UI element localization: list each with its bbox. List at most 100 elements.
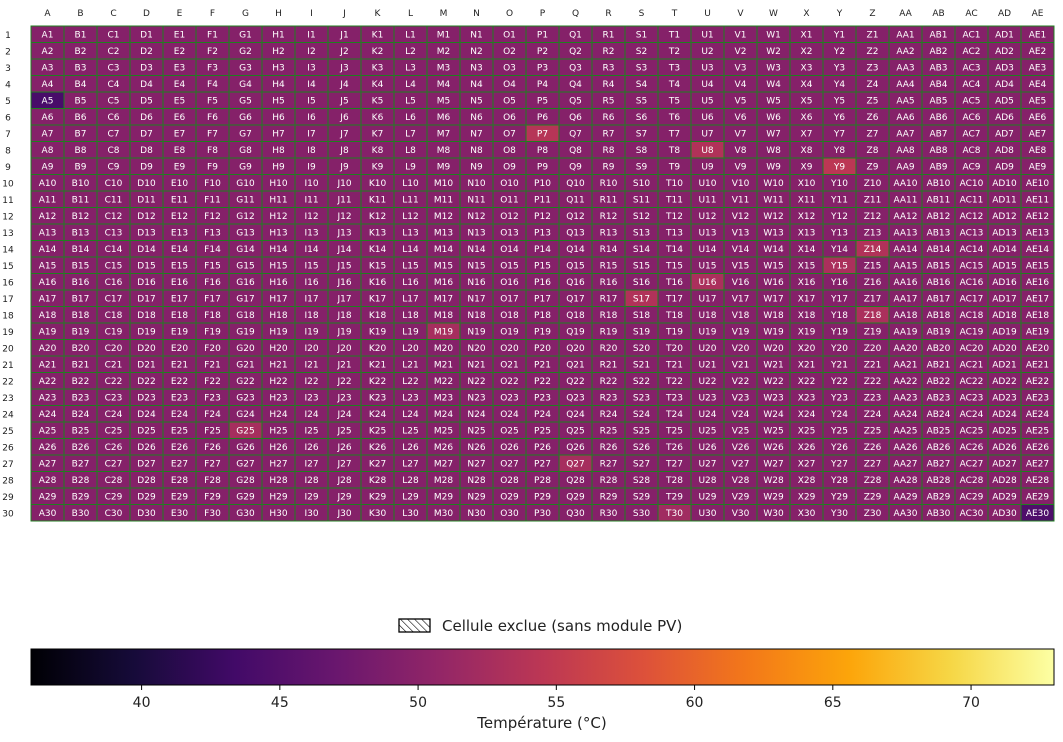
cell-label: O11 xyxy=(500,196,519,206)
cell-label: W23 xyxy=(763,394,783,404)
cell-label: AA25 xyxy=(893,427,917,437)
cell-label: E20 xyxy=(171,344,188,354)
cell-label: D14 xyxy=(137,245,156,255)
cell-label: V27 xyxy=(732,460,750,470)
cell-label: AA30 xyxy=(893,509,917,519)
cell-label: V30 xyxy=(732,509,750,519)
cell-label: H2 xyxy=(272,47,285,57)
cell-label: N30 xyxy=(467,509,485,519)
cell-label: J24 xyxy=(336,410,351,420)
cell-label: Z11 xyxy=(864,196,882,206)
cell-label: D8 xyxy=(140,146,153,156)
cell-label: C26 xyxy=(105,443,123,453)
cell-label: U11 xyxy=(698,196,716,206)
cell-label: M2 xyxy=(437,47,451,57)
cell-label: C20 xyxy=(105,344,123,354)
cell-label: E28 xyxy=(171,476,188,486)
cell-label: L23 xyxy=(402,394,418,404)
cell-label: C14 xyxy=(105,245,123,255)
column-label: D xyxy=(143,9,150,19)
cell-label: Q11 xyxy=(566,196,585,206)
column-label: AC xyxy=(965,9,977,19)
cell-label: I25 xyxy=(304,427,318,437)
cell-label: AD1 xyxy=(995,31,1014,41)
cell-label: F30 xyxy=(204,509,221,519)
cell-label: X16 xyxy=(798,278,816,288)
cell-label: Q19 xyxy=(566,328,585,338)
cell-label: Q4 xyxy=(569,80,582,90)
cell-label: N7 xyxy=(470,130,482,140)
cell-label: U20 xyxy=(698,344,716,354)
cell-label: R22 xyxy=(600,377,618,387)
cell-label: I22 xyxy=(304,377,318,387)
cell-label: AA27 xyxy=(893,460,917,470)
cell-label: Q28 xyxy=(566,476,585,486)
cell-label: R2 xyxy=(603,47,615,57)
cell-label: X8 xyxy=(801,146,813,156)
column-label: Q xyxy=(572,9,579,19)
cell-label: P17 xyxy=(534,295,551,305)
row-label: 1 xyxy=(5,31,11,41)
cell-label: X20 xyxy=(798,344,816,354)
cell-label: A26 xyxy=(39,443,57,453)
row-label: 9 xyxy=(5,163,11,173)
cell-label: G19 xyxy=(236,328,255,338)
cell-label: AD6 xyxy=(995,113,1014,123)
cell-label: AB19 xyxy=(927,328,951,338)
cell-label: D23 xyxy=(137,394,155,404)
cell-label: Y28 xyxy=(830,476,848,486)
cell-label: AA1 xyxy=(896,31,914,41)
cell-label: R29 xyxy=(600,493,618,503)
cell-label: AA2 xyxy=(896,47,914,57)
cell-label: B25 xyxy=(72,427,90,437)
cell-label: A13 xyxy=(39,229,57,239)
column-label: AE xyxy=(1032,9,1044,19)
cell-label: B8 xyxy=(75,146,87,156)
cell-label: F28 xyxy=(204,476,221,486)
cell-label: B15 xyxy=(72,262,90,272)
cell-label: J7 xyxy=(339,130,348,140)
cell-label: E15 xyxy=(171,262,188,272)
cell-label: K13 xyxy=(369,229,386,239)
cell-label: AC29 xyxy=(960,493,984,503)
cell-label: AC21 xyxy=(960,361,984,371)
cell-label: S3 xyxy=(636,64,647,74)
cell-label: AE16 xyxy=(1026,278,1050,288)
cell-label: AA29 xyxy=(893,493,917,503)
cell-label: Z16 xyxy=(864,278,882,288)
cell-label: AB3 xyxy=(929,64,947,74)
cell-label: AD29 xyxy=(992,493,1017,503)
cell-label: U13 xyxy=(698,229,716,239)
row-label: 27 xyxy=(2,460,13,470)
cell-label: AE6 xyxy=(1029,113,1047,123)
cell-label: T25 xyxy=(665,427,683,437)
cell-label: AD3 xyxy=(995,64,1014,74)
cell-label: X10 xyxy=(798,179,816,189)
cell-label: R17 xyxy=(600,295,618,305)
cell-label: I6 xyxy=(307,113,316,123)
cell-label: AE15 xyxy=(1026,262,1049,272)
cell-label: U23 xyxy=(698,394,716,404)
cell-label: A18 xyxy=(39,311,57,321)
cell-label: E10 xyxy=(171,179,188,189)
cell-label: O7 xyxy=(503,130,516,140)
cell-label: AE22 xyxy=(1026,377,1049,387)
cell-label: T6 xyxy=(668,113,680,123)
cell-label: C29 xyxy=(105,493,123,503)
cell-label: Q2 xyxy=(569,47,582,57)
cell-label: V26 xyxy=(732,443,750,453)
cell-label: G14 xyxy=(236,245,255,255)
cell-label: L30 xyxy=(402,509,419,519)
cell-label: V28 xyxy=(732,476,750,486)
cell-label: D10 xyxy=(137,179,156,189)
cell-label: C2 xyxy=(107,47,119,57)
cell-label: Z2 xyxy=(867,47,879,57)
cell-label: R19 xyxy=(600,328,618,338)
cell-label: G16 xyxy=(236,278,255,288)
cell-label: L9 xyxy=(405,163,416,173)
cell-label: W5 xyxy=(766,97,781,107)
cell-label: D1 xyxy=(140,31,153,41)
cell-label: H6 xyxy=(272,113,285,123)
cell-label: L29 xyxy=(402,493,419,503)
cell-label: Y24 xyxy=(830,410,848,420)
